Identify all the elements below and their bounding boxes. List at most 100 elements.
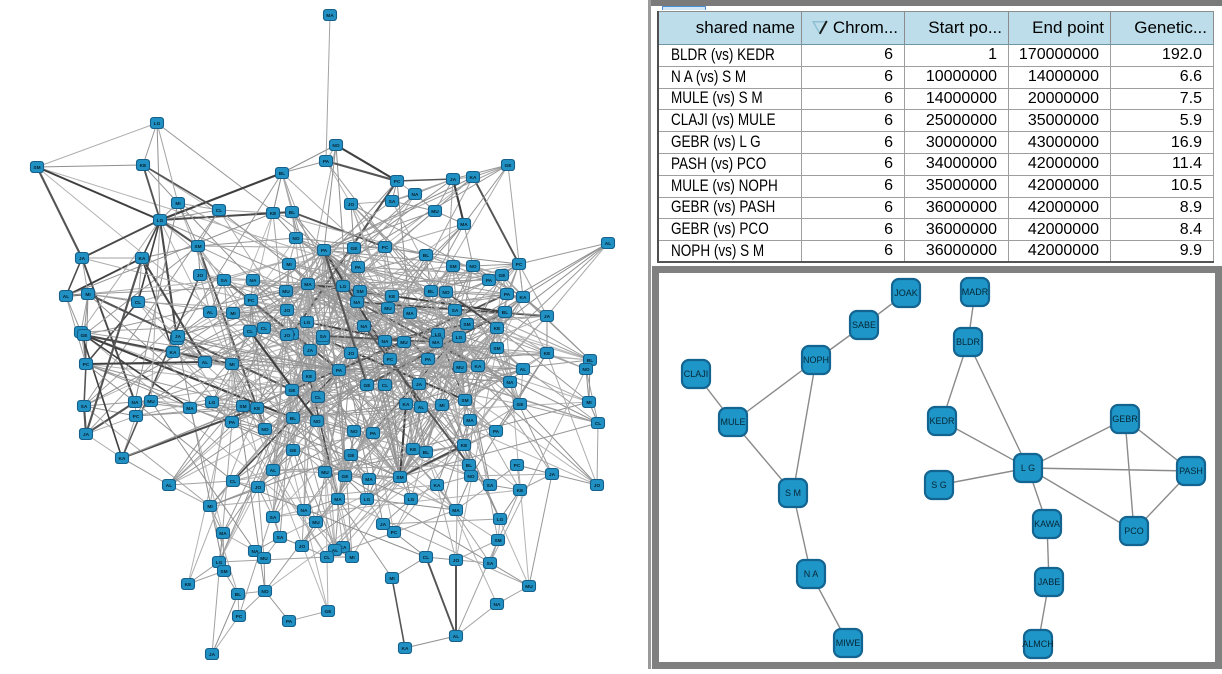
svg-text:PC: PC [387,357,394,363]
svg-text:SM: SM [194,244,201,250]
svg-text:SA: SA [320,334,327,340]
svg-text:MU: MU [282,289,290,295]
svg-text:KE: KE [410,447,417,453]
svg-text:SA: SA [221,278,228,284]
svg-text:LG: LG [209,400,216,406]
svg-text:GE: GE [81,333,89,339]
svg-text:KE: KE [140,163,147,169]
svg-text:MA: MA [432,340,440,346]
svg-text:SM: SM [33,165,40,171]
svg-text:NA: NA [412,192,419,198]
svg-text:KA: KA [340,545,347,551]
svg-text:GE: GE [325,609,333,615]
svg-text:GE: GE [364,383,372,389]
svg-text:MU: MU [400,340,408,346]
svg-text:NO: NO [313,419,320,425]
svg-text:ALMCH: ALMCH [1022,639,1054,649]
svg-text:KE: KE [389,294,396,300]
svg-text:CL: CL [230,479,236,485]
svg-text:LG: LG [364,497,371,503]
svg-text:AL: AL [166,483,172,489]
svg-text:GE: GE [505,163,513,169]
svg-text:MI: MI [230,311,236,317]
svg-text:CL: CL [135,300,141,306]
svg-text:BL: BL [290,416,296,422]
svg-text:NA: NA [382,339,389,345]
svg-text:MA: MA [406,311,414,317]
svg-text:JABE: JABE [1038,577,1061,587]
svg-text:PC: PC [133,414,140,420]
svg-text:SM: SM [449,264,456,270]
svg-text:N A: N A [804,569,819,579]
svg-text:MULE: MULE [720,417,745,427]
svg-text:PA: PA [321,248,328,254]
svg-text:MU: MU [321,470,329,476]
svg-text:GE: GE [499,273,507,279]
svg-text:AL: AL [63,294,69,300]
svg-text:MI: MI [389,576,395,582]
svg-text:CL: CL [595,421,601,427]
svg-text:JA: JA [549,472,556,478]
svg-text:PC: PC [236,614,243,620]
svg-text:LG: LG [456,335,463,341]
svg-text:SM: SM [493,346,500,352]
svg-text:NA: NA [494,602,501,608]
svg-text:MU: MU [431,209,439,215]
svg-text:JO: JO [197,273,204,279]
svg-text:MA: MA [334,497,342,503]
svg-text:AL: AL [332,548,338,554]
svg-text:KA: KA [402,646,409,652]
svg-text:JO: JO [299,544,306,550]
svg-text:KA: KA [475,364,482,370]
svg-text:KA: KA [119,456,126,462]
svg-text:BL: BL [235,592,241,598]
svg-text:AL: AL [418,405,424,411]
svg-text:MI: MI [229,362,235,368]
svg-text:MA: MA [326,13,334,19]
svg-text:KA: KA [470,175,477,181]
svg-text:MU: MU [147,399,155,405]
svg-text:MU: MU [525,584,533,590]
svg-text:SM: SM [461,398,468,404]
svg-text:NA: NA [301,508,308,514]
svg-text:MA: MA [452,508,460,514]
svg-text:AL: AL [605,241,611,247]
svg-text:MI: MI [85,292,91,298]
svg-text:LG: LG [216,560,223,566]
svg-text:PASH: PASH [1179,466,1203,476]
svg-text:JA: JA [450,177,457,183]
svg-text:CL: CL [324,555,330,561]
svg-text:AL: AL [207,310,213,316]
svg-text:LG: LG [157,218,164,224]
svg-text:LG: LG [304,320,311,326]
svg-text:SM: SM [494,538,501,544]
svg-text:PA: PA [336,368,343,374]
svg-text:NOPH: NOPH [803,355,829,365]
svg-text:PA: PA [425,357,432,363]
svg-text:NO: NO [467,474,474,480]
svg-text:KE: KE [306,374,313,380]
svg-text:SA: SA [277,535,284,541]
svg-text:MA: MA [460,222,468,228]
svg-text:PC: PC [394,179,401,185]
svg-text:SM: SM [220,569,227,575]
svg-text:GE: GE [290,448,298,454]
svg-text:BL: BL [587,358,593,364]
svg-text:JA: JA [79,256,86,262]
svg-text:GE: GE [289,388,297,394]
svg-text:PA: PA [486,278,493,284]
svg-text:PA: PA [355,265,362,271]
svg-text:NA: NA [507,380,514,386]
svg-text:NO: NO [261,589,268,595]
svg-text:SM: SM [239,404,246,410]
svg-text:NO: NO [350,429,357,435]
svg-text:JO: JO [348,351,355,357]
svg-text:JO: JO [594,483,601,489]
svg-text:KA: KA [520,295,527,301]
svg-text:JA: JA [416,382,423,388]
svg-text:PC: PC [514,463,521,469]
svg-text:KA: KA [139,256,146,262]
svg-text:SA: SA [270,515,277,521]
svg-text:LG: LG [154,121,161,127]
svg-text:KE: KE [517,488,524,494]
